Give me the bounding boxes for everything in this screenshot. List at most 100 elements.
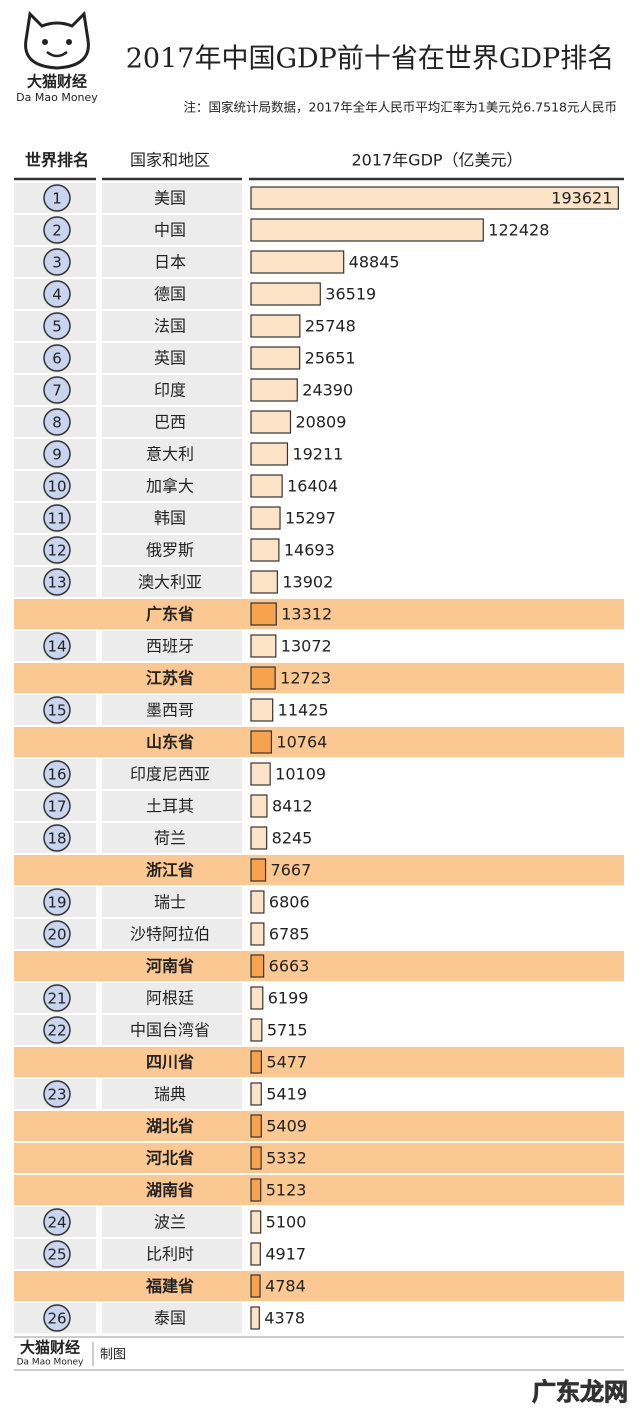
category-label: 印度尼西亚 [130,765,210,784]
rank-circle [43,440,71,468]
bar [250,250,345,274]
bar [250,858,267,882]
column-header: 世界排名 [25,151,89,170]
bar [250,218,484,242]
value-label: 4378 [264,1309,305,1328]
category-label: 四川省 [146,1053,194,1072]
rank-circle [43,696,71,724]
bar [250,1210,262,1234]
name-cell [102,791,242,821]
rank-circle [43,184,71,212]
value-label: 5123 [266,1181,307,1200]
value-label: 5409 [266,1117,307,1136]
rank-circle [43,408,71,436]
bar [250,1050,262,1074]
rank-label: 7 [52,382,62,400]
name-cell [102,407,242,437]
rank-label: 19 [47,894,66,912]
chart-title: 2017年中国GDP前十省在世界GDP排名 [126,44,614,75]
name-cell [102,343,242,373]
name-cell [102,823,242,853]
bar [250,954,265,978]
bar [250,794,268,818]
category-label: 中国台湾省 [130,1021,210,1040]
bar [250,762,271,786]
row-highlight [14,855,624,885]
value-label: 16404 [287,477,338,496]
category-label: 广东省 [146,605,194,624]
logo: 大猫财经 Da Mao Money [16,10,98,104]
rank-circle [43,984,71,1012]
row-highlight [14,951,624,981]
rank-label: 21 [47,990,66,1008]
category-label: 法国 [154,317,186,336]
value-label: 10109 [275,765,326,784]
category-label: 沙特阿拉伯 [130,925,210,944]
category-label: 韩国 [154,509,186,528]
bar [250,1114,262,1138]
value-label: 5332 [266,1149,307,1168]
category-label: 河南省 [146,957,194,976]
logo-cat [24,10,90,70]
name-cell [102,759,242,789]
name-cell [102,919,242,949]
rank-circle [43,792,71,820]
value-label: 11425 [278,701,329,720]
value-label: 24390 [302,381,353,400]
category-label: 意大利 [146,445,194,464]
name-cell [102,375,242,405]
row-highlight [14,1175,624,1205]
category-label: 印度 [154,381,186,400]
rank-circle [43,1304,71,1332]
chart-subtitle: 注：国家统计局数据，2017年全年人民币平均汇率为1美元兑6.7518元人民币 [183,100,617,115]
rank-label: 24 [47,1214,66,1232]
column-header: 2017年GDP（亿美元） [351,151,522,170]
bar [250,506,281,530]
value-label: 5477 [266,1053,307,1072]
category-label: 英国 [154,349,186,368]
rank-circle [43,568,71,596]
rank-circle [43,1240,71,1268]
value-label: 12723 [280,669,331,688]
bar [250,1306,260,1330]
rank-label: 1 [52,190,62,208]
logo-mouth [46,50,68,58]
rank-label: 12 [47,542,66,560]
name-cell [102,535,242,565]
value-label: 19211 [292,445,343,464]
rank-label: 5 [52,318,62,336]
rank-circle [43,280,71,308]
rank-circle [43,1208,71,1236]
rank-circle [43,920,71,948]
logo-name-en: Da Mao Money [16,91,98,104]
bar [250,922,265,946]
rank-label: 4 [52,286,62,304]
row-highlight [14,1047,624,1077]
name-cell [102,1303,242,1333]
bar [250,1242,261,1266]
value-label: 13312 [281,605,332,624]
category-label: 美国 [154,189,186,208]
rank-circle [43,344,71,372]
rank-circle [43,632,71,660]
rank-circle [43,216,71,244]
name-cell [102,1207,242,1237]
logo-eye [42,39,48,45]
rank-label: 11 [47,510,66,528]
category-label: 日本 [154,253,186,272]
row-highlight [14,599,624,629]
category-label: 湖北省 [146,1117,194,1136]
rank-label: 8 [52,414,62,432]
category-label: 荷兰 [154,829,186,848]
category-label: 山东省 [146,733,194,752]
bar [250,730,273,754]
rank-circle [43,312,71,340]
bar [250,378,298,402]
value-label: 4784 [265,1277,306,1296]
name-cell [102,311,242,341]
bar [250,602,277,626]
value-label: 10764 [276,733,327,752]
row-highlight [14,1271,624,1301]
rank-circle [43,1080,71,1108]
